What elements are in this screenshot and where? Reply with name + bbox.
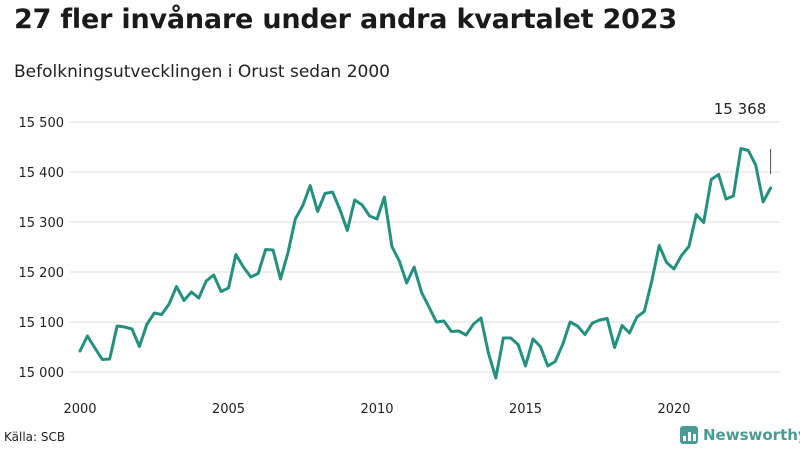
y-tick-label: 15 500 — [19, 116, 65, 131]
x-tick-label: 2010 — [360, 402, 393, 417]
source-note: Källa: SCB — [4, 430, 66, 444]
x-tick-label: 2000 — [63, 402, 96, 417]
brand-name: Newsworthy — [703, 426, 800, 444]
x-axis-ticks: 2000 2005 2010 2015 2020 — [63, 402, 690, 417]
y-tick-label: 15 100 — [19, 316, 65, 331]
gridlines — [70, 121, 780, 373]
x-tick-label: 2015 — [509, 402, 542, 417]
x-tick-label: 2005 — [212, 402, 245, 417]
chart-subtitle: Befolkningsutvecklingen i Orust sedan 20… — [14, 62, 390, 82]
population-line — [78, 147, 773, 380]
y-tick-label: 15 200 — [19, 266, 65, 281]
y-tick-label: 15 000 — [19, 366, 65, 381]
x-tick-label: 2020 — [657, 402, 690, 417]
newsworthy-logo: Newsworthy — [680, 426, 800, 444]
last-value-label: 15 368 — [714, 100, 767, 118]
y-axis-ticks: 15 000 15 100 15 200 15 300 15 400 15 500 — [19, 116, 65, 381]
y-tick-label: 15 400 — [19, 166, 65, 181]
bar-chart-icon — [680, 426, 698, 444]
y-tick-label: 15 300 — [19, 216, 65, 231]
chart-title: 27 fler invånare under andra kvartalet 2… — [14, 4, 677, 35]
